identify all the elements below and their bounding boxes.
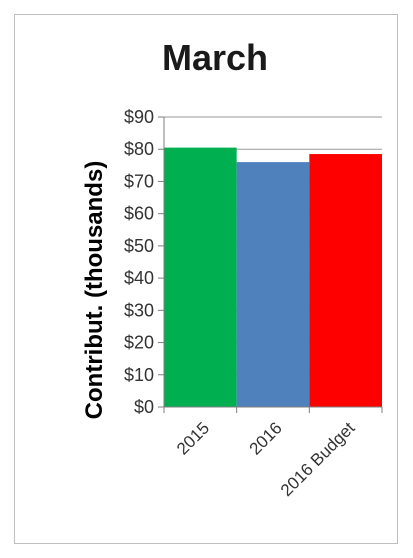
y-tick-label: $60 (124, 204, 154, 224)
bar (309, 154, 382, 407)
x-tick-label: 2016 (246, 418, 286, 458)
y-axis-label: Contribut. (thousands) (81, 161, 108, 420)
y-tick-labels: $0 $10 $20 $30 $40 $50 $60 $70 $80 $90 (124, 107, 154, 417)
y-tick-label: $20 (124, 333, 154, 353)
x-tick-label: 2015 (173, 418, 213, 458)
bar (164, 147, 237, 407)
y-tick-label: $30 (124, 300, 154, 320)
y-tick-label: $10 (124, 365, 154, 385)
bar (236, 162, 310, 407)
bars (164, 147, 382, 407)
y-tick-label: $70 (124, 171, 154, 191)
y-tick-label: $0 (134, 397, 154, 417)
chart-title: March (162, 37, 268, 78)
y-tick-label: $80 (124, 139, 154, 159)
y-tick-label: $50 (124, 236, 154, 256)
y-tick-label: $40 (124, 268, 154, 288)
x-tick-label: 2016 Budget (277, 418, 359, 500)
axes (158, 116, 383, 413)
y-tick-label: $90 (124, 107, 154, 127)
